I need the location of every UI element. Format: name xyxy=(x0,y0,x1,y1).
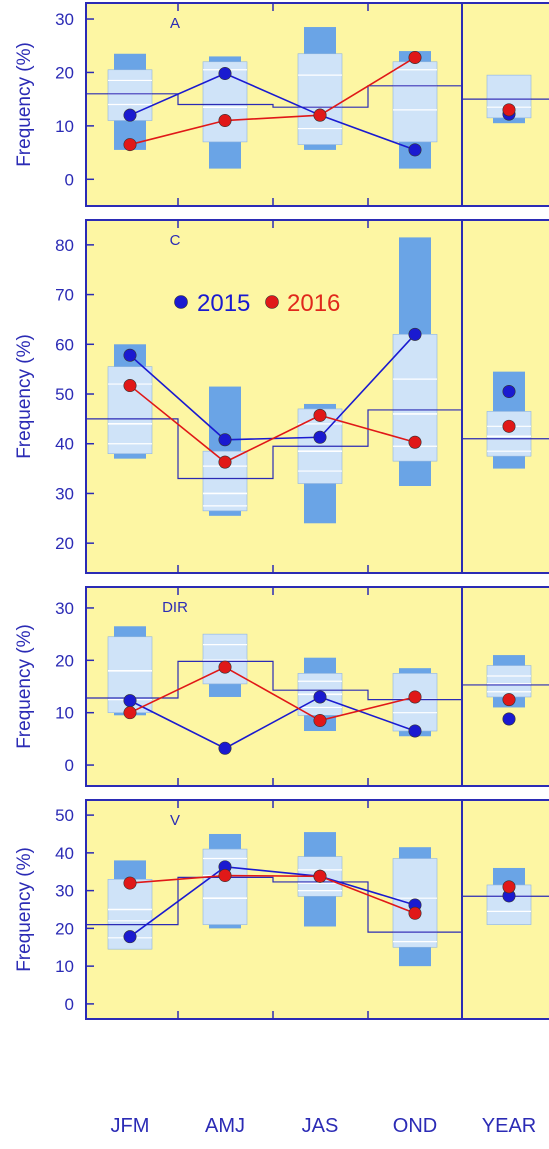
y-tick-label: 60 xyxy=(55,335,74,354)
panel-frame xyxy=(85,219,549,574)
legend: 2015 2016 xyxy=(174,290,340,317)
series-2016-point xyxy=(408,906,422,920)
series-2015-line xyxy=(129,866,416,938)
series-2016-point xyxy=(502,419,516,433)
series-2016-point xyxy=(313,408,327,422)
series-2015-point xyxy=(123,108,137,122)
y-tick-label: 30 xyxy=(55,599,74,618)
legend-marker-2015 xyxy=(174,295,188,309)
panel-c: 20 30 40 50 60 70 80 Frequency (%) C xyxy=(14,219,549,574)
series-2016-point xyxy=(502,693,516,707)
series-2016-point xyxy=(123,138,137,152)
series-2016-point xyxy=(123,876,137,890)
panel-dir: 0 10 20 30 Frequency (%) DIR xyxy=(14,586,549,787)
y-tick-label: 20 xyxy=(55,651,74,670)
x-category-label: OND xyxy=(393,1115,437,1137)
y-axis-label: Frequency (%) xyxy=(14,624,35,749)
series-2015-point xyxy=(218,67,232,81)
series-2015-line xyxy=(129,72,416,151)
y-tick-label: 40 xyxy=(55,435,74,454)
series-2015-line xyxy=(129,696,416,750)
series-2016-point xyxy=(218,114,232,128)
inner-box xyxy=(392,61,438,143)
y-tick-label: 20 xyxy=(55,534,74,553)
series-2016-point xyxy=(218,660,232,674)
y-tick-label: 30 xyxy=(55,484,74,503)
panel-frame xyxy=(85,799,549,1020)
y-tick-label: 10 xyxy=(55,704,74,723)
series-2016-point xyxy=(313,869,327,883)
y-tick-label: 70 xyxy=(55,286,74,305)
series-2015-point xyxy=(408,724,422,738)
y-tick-label: 0 xyxy=(65,995,74,1014)
inner-box xyxy=(392,673,438,732)
series-2016-point xyxy=(408,690,422,704)
y-axis-label: Frequency (%) xyxy=(14,334,35,459)
panel-label: C xyxy=(170,232,181,249)
legend-marker-2016 xyxy=(265,295,279,309)
series-2016-point xyxy=(123,706,137,720)
series-2016-point xyxy=(313,714,327,728)
y-tick-label: 50 xyxy=(55,385,74,404)
series-2016-point xyxy=(408,50,422,64)
y-tick-label: 10 xyxy=(55,117,74,136)
legend-label-2015: 2015 xyxy=(197,290,250,317)
series-2016-line xyxy=(129,666,416,722)
x-category-label: JAS xyxy=(302,1115,339,1137)
series-2016-line xyxy=(129,874,416,915)
series-2015-point xyxy=(123,348,137,362)
series-2015-point xyxy=(218,433,232,447)
panel-v: 0 10 20 30 40 50 Frequency (%) V xyxy=(14,799,549,1020)
series-2015-point xyxy=(408,327,422,341)
panel-a: 0 10 20 30 Frequency (%) A xyxy=(14,2,549,207)
y-tick-label: 20 xyxy=(55,63,74,82)
climatology-step-line xyxy=(86,660,462,701)
series-2015-point xyxy=(313,690,327,704)
x-category-label: JFM xyxy=(111,1115,150,1137)
panel-frame xyxy=(85,2,549,207)
y-tick-label: 0 xyxy=(65,756,74,775)
series-2016-point xyxy=(502,880,516,894)
y-tick-label: 40 xyxy=(55,844,74,863)
climatology-step-line xyxy=(86,876,462,933)
series-2016-point xyxy=(408,435,422,449)
series-2015-point xyxy=(313,430,327,444)
y-axis-label: Frequency (%) xyxy=(14,42,35,167)
climatology-step-line xyxy=(86,85,462,108)
y-tick-label: 50 xyxy=(55,806,74,825)
y-tick-label: 80 xyxy=(55,236,74,255)
series-2015-point xyxy=(123,930,137,944)
panel-label: A xyxy=(170,15,180,32)
inner-box xyxy=(486,411,532,457)
series-2015-point xyxy=(502,712,516,726)
y-tick-label: 30 xyxy=(55,10,74,29)
y-tick-label: 0 xyxy=(65,170,74,189)
series-2015-point xyxy=(408,143,422,157)
x-category-label: AMJ xyxy=(205,1115,245,1137)
series-2015-point xyxy=(218,741,232,755)
series-2016-point xyxy=(218,455,232,469)
panel-label: V xyxy=(170,812,180,829)
series-2016-point xyxy=(123,379,137,393)
inner-box xyxy=(297,53,343,145)
x-category-label: YEAR xyxy=(482,1115,536,1137)
legend-label-2016: 2016 xyxy=(287,290,340,317)
y-tick-label: 10 xyxy=(55,957,74,976)
panel-frame xyxy=(85,586,549,787)
climatology-step-line xyxy=(86,409,462,480)
series-2016-point xyxy=(313,108,327,122)
y-axis-label: Frequency (%) xyxy=(14,847,35,972)
panel-label: DIR xyxy=(162,599,188,616)
series-2016-point xyxy=(218,869,232,883)
y-tick-label: 20 xyxy=(55,919,74,938)
series-2016-line xyxy=(129,384,416,464)
series-2015-point xyxy=(123,694,137,708)
series-2016-point xyxy=(502,103,516,117)
y-tick-label: 30 xyxy=(55,882,74,901)
series-2016-line xyxy=(129,56,416,146)
series-2015-point xyxy=(502,385,516,399)
